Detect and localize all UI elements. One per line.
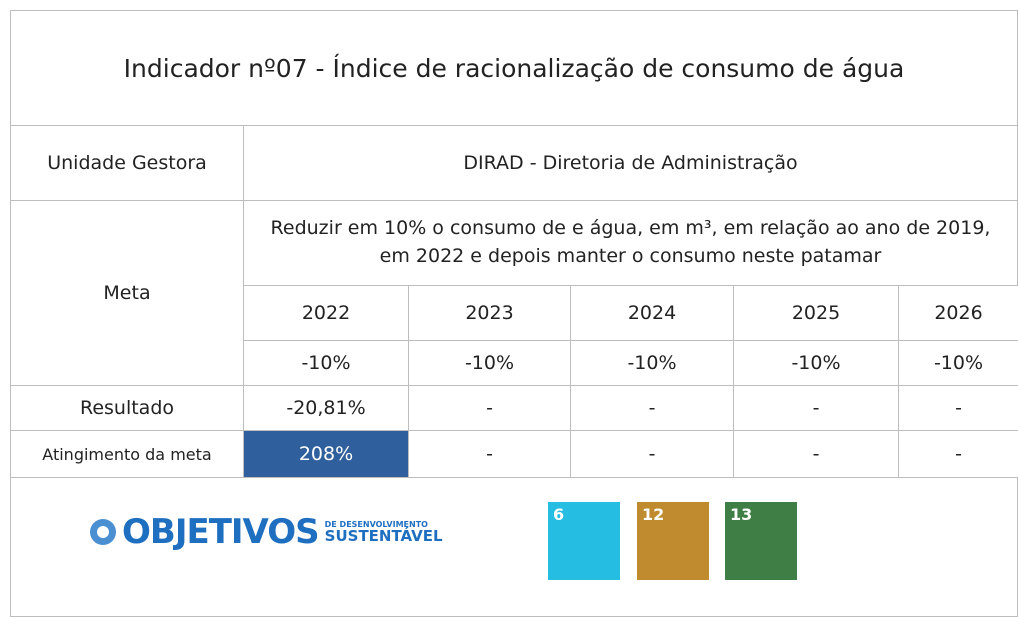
target-cell: -10% <box>243 340 409 386</box>
result-cell: - <box>408 385 571 431</box>
logo-word: OBJETIVOS <box>122 512 320 552</box>
year-cell: 2026 <box>898 285 1018 341</box>
title: Indicador nº07 - Índice de racionalizaçã… <box>10 10 1018 126</box>
result-cell: - <box>570 385 734 431</box>
sdg-logo: OBJETIVOS DE DESENVOLVIMENTO SUSTENTÁVEL <box>88 512 443 552</box>
year-cell: 2023 <box>408 285 571 341</box>
logo-line: DE DESENVOLVIMENTO <box>324 519 428 529</box>
row-label: Atingimento da meta <box>10 430 244 478</box>
target-cell: -10% <box>570 340 734 386</box>
row-label: Meta <box>10 200 244 386</box>
target-cell: -10% <box>898 340 1018 386</box>
target-cell: -10% <box>733 340 899 386</box>
achievement-cell: - <box>408 430 571 478</box>
achievement-cell: - <box>733 430 899 478</box>
year-cell: 2024 <box>570 285 734 341</box>
achievement-cell: - <box>570 430 734 478</box>
sdg-icon: 12 <box>637 502 709 580</box>
meta-description: Reduzir em 10% o consumo de e água, em m… <box>243 200 1018 286</box>
logo-sub: DE DESENVOLVIMENTO SUSTENTÁVEL <box>324 519 443 545</box>
unit-value: DIRAD - Diretoria de Administração <box>243 125 1018 201</box>
sdg-icon: 6 <box>548 502 620 580</box>
result-cell: - <box>733 385 899 431</box>
year-cell: 2025 <box>733 285 899 341</box>
year-cell: 2022 <box>243 285 409 341</box>
logo-line: SUSTENTÁVEL <box>324 526 443 545</box>
sdg-icon: 13 <box>725 502 797 580</box>
achievement-cell: - <box>898 430 1018 478</box>
result-cell: - <box>898 385 1018 431</box>
un-emblem <box>90 519 116 545</box>
achievement-cell: 208% <box>243 430 409 478</box>
result-cell: -20,81% <box>243 385 409 431</box>
target-cell: -10% <box>408 340 571 386</box>
row-label: Unidade Gestora <box>10 125 244 201</box>
row-label: Resultado <box>10 385 244 431</box>
